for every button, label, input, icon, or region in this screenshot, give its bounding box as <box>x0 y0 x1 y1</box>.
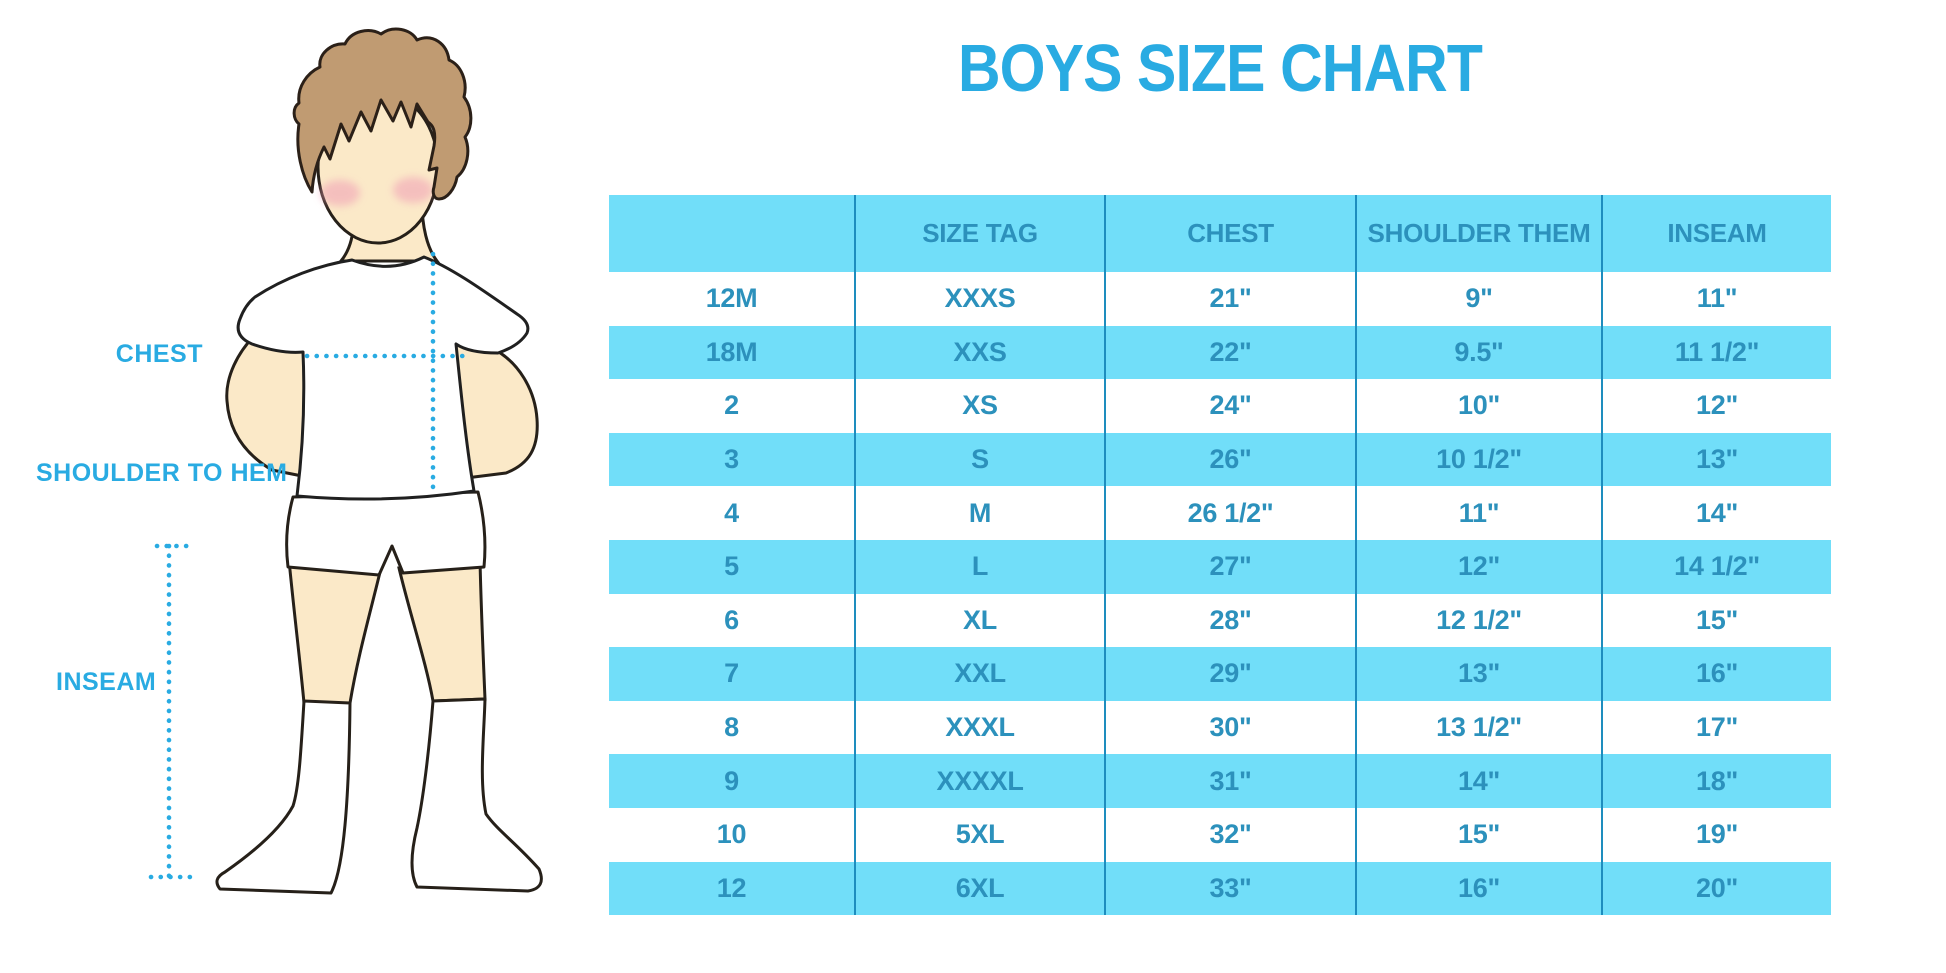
table-row: 3 S 26" 10 1/2" 13" <box>609 432 1831 487</box>
cell-size-tag: S <box>854 432 1105 487</box>
boy-shorts <box>285 490 487 577</box>
cell-inseam: 12" <box>1601 379 1831 433</box>
boy-left-leg <box>287 558 383 705</box>
cell-size: 3 <box>724 444 739 475</box>
table-row: 5 L 27" 12" 14 1/2" <box>609 539 1831 594</box>
cell-size-tag: L <box>854 539 1105 594</box>
cell-shoulder: 13" <box>1355 647 1602 701</box>
cell-size: 7 <box>724 658 739 689</box>
cell-size: 5 <box>724 551 739 582</box>
table-row: 4 M 26 1/2" 11" 14" <box>609 486 1831 540</box>
cell-size: 12 <box>716 872 747 903</box>
inseam-label: INSEAM <box>56 668 157 696</box>
cell-shoulder: 16" <box>1355 861 1602 916</box>
boy-left-arm <box>225 330 314 480</box>
cell-size-tag: 6XL <box>854 861 1105 916</box>
boy-tshirt <box>236 255 530 501</box>
boy-measurement-illustration <box>148 27 543 895</box>
cell-shoulder: 10" <box>1355 379 1602 433</box>
table-row: 12 6XL 33" 16" 20" <box>609 861 1831 916</box>
cell-inseam: 19" <box>1601 807 1831 862</box>
boy-left-sock <box>215 699 352 895</box>
cell-shoulder: 9" <box>1355 272 1602 326</box>
cell-chest: 27" <box>1104 539 1356 594</box>
cell-inseam: 16" <box>1601 647 1831 701</box>
chest-label: CHEST <box>115 340 203 368</box>
cell-chest: 26" <box>1104 432 1356 487</box>
cell-inseam: 15" <box>1601 593 1831 648</box>
page-title: BOYS SIZE CHART <box>957 31 1483 106</box>
cell-inseam: 18" <box>1601 754 1831 808</box>
table-row: 18M XXS 22" 9.5" 11 1/2" <box>609 325 1831 380</box>
cell-shoulder: 12" <box>1355 539 1602 594</box>
table-row: 9 XXXXL 31" 14" 18" <box>609 754 1831 808</box>
size-table-header-row: SIZE TAG CHEST SHOULDER THEM INSEAM <box>609 195 1831 272</box>
cell-inseam: 14" <box>1601 486 1831 540</box>
header-size-tag: SIZE TAG <box>854 195 1105 272</box>
cell-inseam: 14 1/2" <box>1601 539 1831 594</box>
cell-chest: 28" <box>1104 593 1356 648</box>
cell-size: 10 <box>716 819 747 850</box>
cell-shoulder: 13 1/2" <box>1355 700 1602 755</box>
boy-right-leg <box>397 558 487 703</box>
header-chest: CHEST <box>1104 195 1356 272</box>
cell-chest: 26 1/2" <box>1104 486 1356 540</box>
cell-size-tag: M <box>854 486 1105 540</box>
table-row: 8 XXXL 30" 13 1/2" 17" <box>609 700 1831 755</box>
cell-size-tag: XL <box>854 593 1105 648</box>
cell-shoulder: 11" <box>1355 486 1602 540</box>
table-row: 2 XS 24" 10" 12" <box>609 379 1831 433</box>
boy-right-arm <box>452 340 539 481</box>
cell-inseam: 13" <box>1601 432 1831 487</box>
cell-size: 4 <box>724 497 739 528</box>
cell-size: 9 <box>724 765 739 796</box>
cell-chest: 33" <box>1104 861 1356 916</box>
cell-chest: 30" <box>1104 700 1356 755</box>
cell-inseam: 17" <box>1601 700 1831 755</box>
cell-chest: 31" <box>1104 754 1356 808</box>
cell-size: 6 <box>724 604 739 635</box>
cell-shoulder: 15" <box>1355 807 1602 862</box>
table-row: 10 5XL 32" 15" 19" <box>609 807 1831 862</box>
cell-inseam: 20" <box>1601 861 1831 916</box>
cell-size-tag: XXXL <box>854 700 1105 755</box>
cell-size: 18M <box>705 336 758 367</box>
table-row: 7 XXL 29" 13" 16" <box>609 647 1831 701</box>
cell-size: 12M <box>705 283 758 314</box>
boy-hair <box>292 27 473 201</box>
table-row: 6 XL 28" 12 1/2" 15" <box>609 593 1831 648</box>
cell-inseam: 11 1/2" <box>1601 325 1831 380</box>
cell-size-tag: XXL <box>854 647 1105 701</box>
cell-size-tag: XXS <box>854 325 1105 380</box>
cell-size-tag: XS <box>854 379 1105 433</box>
cell-size-tag: 5XL <box>854 807 1105 862</box>
cell-shoulder: 10 1/2" <box>1355 432 1602 487</box>
cell-chest: 22" <box>1104 325 1356 380</box>
cell-size: 8 <box>724 712 739 743</box>
cell-size: 2 <box>724 390 739 421</box>
cell-shoulder: 9.5" <box>1355 325 1602 380</box>
cell-shoulder: 14" <box>1355 754 1602 808</box>
table-row: 12M XXXS 21" 9" 11" <box>609 272 1831 326</box>
cell-chest: 32" <box>1104 807 1356 862</box>
header-size <box>609 195 855 272</box>
boy-left-cheek <box>320 180 360 206</box>
boy-right-sock <box>410 697 543 893</box>
cell-shoulder: 12 1/2" <box>1355 593 1602 648</box>
cell-chest: 21" <box>1104 272 1356 326</box>
header-inseam: INSEAM <box>1601 195 1831 272</box>
cell-chest: 24" <box>1104 379 1356 433</box>
shoulder-to-hem-label: SHOULDER TO HEM <box>36 459 288 487</box>
header-shoulder-them: SHOULDER THEM <box>1355 195 1602 272</box>
cell-chest: 29" <box>1104 647 1356 701</box>
cell-inseam: 11" <box>1601 272 1831 326</box>
boy-right-cheek <box>393 177 433 203</box>
cell-size-tag: XXXS <box>854 272 1105 326</box>
cell-size-tag: XXXXL <box>854 754 1105 808</box>
size-table: SIZE TAG CHEST SHOULDER THEM INSEAM 12M … <box>609 195 1831 916</box>
